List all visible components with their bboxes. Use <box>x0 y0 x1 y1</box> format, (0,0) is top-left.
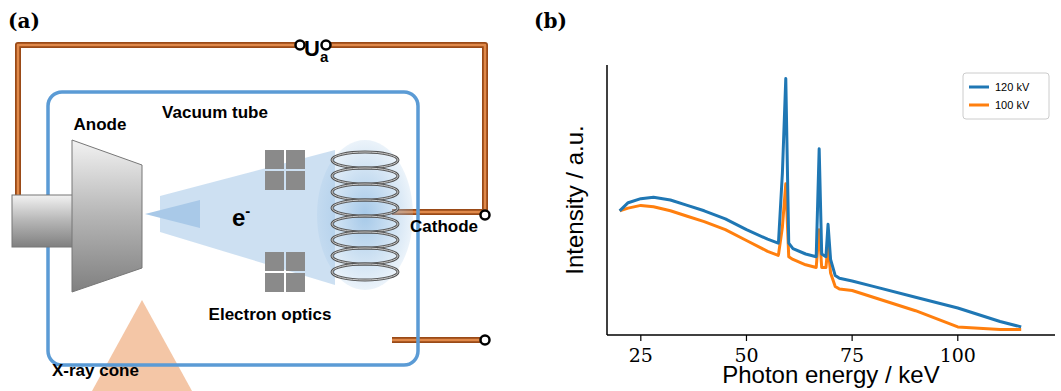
legend-label: 100 kV <box>995 99 1030 111</box>
diagram-label: Anode <box>74 115 127 134</box>
series-line <box>620 79 1022 327</box>
optics-plate <box>286 273 305 292</box>
coil <box>332 152 398 168</box>
coil <box>332 152 398 168</box>
x-axis <box>607 334 1055 336</box>
diagram-label: Vacuum tube <box>162 103 268 122</box>
optics-plate <box>265 252 284 271</box>
voltage-label: Ua <box>304 36 329 65</box>
coil <box>332 232 398 248</box>
optics-plate <box>286 171 305 190</box>
coil <box>332 168 398 184</box>
coil <box>332 232 398 248</box>
vacuum-tube <box>48 92 418 365</box>
panel-label: (a) <box>8 9 40 33</box>
chart: 255075100Photon energy / keVIntensity / … <box>561 65 1055 388</box>
plot-area <box>620 79 1022 330</box>
coil <box>332 184 398 200</box>
optics-plate <box>265 171 284 190</box>
diagram: Ua Anode Vacuum tube Cathode Electron optics… <box>12 36 490 391</box>
voltage-subscript: a <box>320 48 329 65</box>
legend-swatch <box>969 86 989 89</box>
coil <box>332 200 398 216</box>
coil <box>332 216 398 232</box>
legend-swatch <box>969 104 989 107</box>
coil <box>332 184 398 200</box>
diagram-label: Electron optics <box>209 305 332 324</box>
panel-label: (b) <box>534 9 567 33</box>
optics-plate <box>286 252 305 271</box>
coil <box>332 248 398 264</box>
legend-label: 120 kV <box>995 81 1030 93</box>
electron-superscript: - <box>245 202 250 219</box>
electron-label: e- <box>232 202 250 231</box>
coil <box>332 216 398 232</box>
optics-plate <box>286 150 305 169</box>
diagram-label: X-ray cone <box>52 361 139 380</box>
coil <box>332 200 398 216</box>
y-axis-title: Intensity / a.u. <box>561 125 588 274</box>
x-tick <box>640 335 641 341</box>
x-tick <box>852 335 853 341</box>
coil <box>332 264 398 280</box>
beam-arrow <box>145 200 200 228</box>
wire <box>392 339 482 342</box>
x-tick <box>746 335 747 341</box>
diagram-label: Cathode <box>410 217 478 236</box>
terminal <box>481 211 490 220</box>
cathode-glow <box>317 140 413 290</box>
optics-plate <box>265 150 284 169</box>
x-tick-label: 100 <box>940 344 976 366</box>
terminal <box>481 336 490 345</box>
x-axis-title: Photon energy / keV <box>722 361 939 388</box>
legend: 120 kV 100 kV <box>963 73 1049 119</box>
figure: (a) (b) Ua Anode Vacuum tube Cathode Electron … <box>0 0 1061 391</box>
coil <box>332 168 398 184</box>
x-tick <box>957 335 958 341</box>
coil <box>332 264 398 280</box>
coil <box>332 248 398 264</box>
anode-shaft <box>12 195 74 247</box>
y-axis <box>606 65 608 335</box>
anode <box>72 140 142 292</box>
x-tick-label: 25 <box>629 344 653 366</box>
wire <box>392 337 482 343</box>
optics-plate <box>265 273 284 292</box>
legend-box <box>963 73 1049 119</box>
